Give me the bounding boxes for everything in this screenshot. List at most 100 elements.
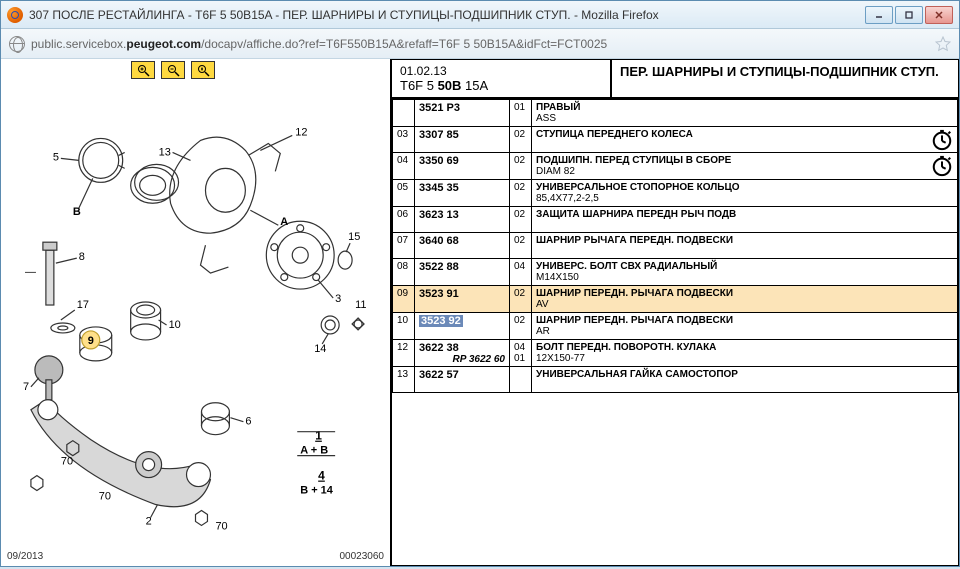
firefox-icon (7, 7, 23, 23)
row-ref: 3622 38RP 3622 60 (415, 340, 510, 367)
table-row[interactable]: 093523 9102ШАРНИР ПЕРЕДН. РЫЧАГА ПОДВЕСК… (393, 286, 958, 313)
row-desc: ЗАЩИТА ШАРНИРА ПЕРЕДН РЫЧ ПОДВ (532, 207, 958, 233)
svg-text:11: 11 (355, 299, 366, 311)
row-qty: 0401 (510, 340, 532, 367)
table-row[interactable]: 3521 P301ПРАВЫЙASS (393, 100, 958, 127)
header-info: 01.02.13 T6F 5 50B 15A (392, 60, 612, 97)
zoom-out-button[interactable] (161, 61, 185, 79)
row-ref: 3523 91 (415, 286, 510, 313)
row-qty: 02 (510, 286, 532, 313)
bookmark-star-icon[interactable] (935, 36, 951, 52)
row-qty: 02 (510, 153, 532, 180)
row-ref: 3623 13 (415, 207, 510, 233)
row-index: 08 (393, 259, 415, 286)
svg-text:B: B (73, 206, 81, 218)
row-desc: ШАРНИР ПЕРЕДН. РЫЧАГА ПОДВЕСКИAR (532, 313, 958, 340)
minimize-button[interactable] (865, 6, 893, 24)
svg-text:70: 70 (61, 456, 73, 468)
svg-text:3: 3 (335, 293, 341, 305)
row-desc: ШАРНИР ПЕРЕДН. РЫЧАГА ПОДВЕСКИAV (532, 286, 958, 313)
row-qty (510, 367, 532, 393)
svg-text:B + 14: B + 14 (300, 485, 334, 497)
parts-table: 3521 P301ПРАВЫЙASS033307 8502СТУПИЦА ПЕР… (392, 99, 958, 393)
table-row[interactable]: 103523 9202ШАРНИР ПЕРЕДН. РЫЧАГА ПОДВЕСК… (393, 313, 958, 340)
svg-text:17: 17 (77, 299, 89, 311)
row-index: 10 (393, 313, 415, 340)
window-buttons (865, 6, 953, 24)
svg-text:14: 14 (314, 343, 326, 355)
row-qty: 02 (510, 180, 532, 207)
globe-icon (9, 36, 25, 52)
table-row[interactable]: 043350 6902ПОДШИПН. ПЕРЕД СТУПИЦЫ В СБОР… (393, 153, 958, 180)
row-index (393, 100, 415, 127)
url-text: public.servicebox.peugeot.com/docapv/aff… (31, 37, 929, 51)
row-desc: ПОДШИПН. ПЕРЕД СТУПИЦЫ В СБОРЕDIAM 82 (532, 153, 958, 180)
row-index: 03 (393, 127, 415, 153)
zoom-fit-button[interactable] (191, 61, 215, 79)
diagram-pane: 5 B 13 12 A 3 (1, 59, 391, 566)
svg-text:13: 13 (159, 146, 171, 158)
row-ref: 3345 35 (415, 180, 510, 207)
close-button[interactable] (925, 6, 953, 24)
svg-text:A: A (280, 216, 288, 228)
svg-text:8: 8 (79, 251, 85, 263)
row-qty: 02 (510, 207, 532, 233)
svg-text:12: 12 (295, 126, 307, 138)
svg-text:4: 4 (318, 469, 325, 483)
diagram-date: 09/2013 (7, 551, 43, 562)
table-row[interactable]: 083522 8804УНИВЕРС. БОЛТ СВХ РАДИАЛЬНЫЙM… (393, 259, 958, 286)
svg-text:—: — (25, 266, 36, 278)
address-bar[interactable]: public.servicebox.peugeot.com/docapv/aff… (1, 29, 959, 59)
firefox-window: 307 ПОСЛЕ РЕСТАЙЛИНГА - T6F 5 50B15A - П… (0, 0, 960, 567)
parts-header: 01.02.13 T6F 5 50B 15A ПЕР. ШАРНИРЫ И СТ… (392, 60, 958, 99)
diagram-toolbar (131, 61, 215, 79)
svg-text:A + B: A + B (300, 445, 328, 457)
row-index: 12 (393, 340, 415, 367)
row-qty: 02 (510, 127, 532, 153)
content-area: 5 B 13 12 A 3 (1, 59, 959, 566)
svg-text:1: 1 (315, 429, 322, 443)
row-ref: 3522 88 (415, 259, 510, 286)
table-row[interactable]: 063623 1302ЗАЩИТА ШАРНИРА ПЕРЕДН РЫЧ ПОД… (393, 207, 958, 233)
table-row[interactable]: 123622 38RP 3622 600401БОЛТ ПЕРЕДН. ПОВО… (393, 340, 958, 367)
table-row[interactable]: 053345 3502УНИВЕРСАЛЬНОЕ СТОПОРНОЕ КОЛЬЦ… (393, 180, 958, 207)
diagram-serial: 00023060 (340, 551, 385, 562)
header-date: 01.02.13 (400, 64, 602, 78)
svg-text:15: 15 (348, 231, 360, 243)
row-index: 06 (393, 207, 415, 233)
row-desc: ПРАВЫЙASS (532, 100, 958, 127)
svg-text:5: 5 (53, 151, 59, 163)
row-ref: 3521 P3 (415, 100, 510, 127)
row-index: 13 (393, 367, 415, 393)
table-row[interactable]: 073640 6802ШАРНИР РЫЧАГА ПЕРЕДН. ПОДВЕСК… (393, 233, 958, 259)
row-index: 04 (393, 153, 415, 180)
row-desc: УНИВЕРС. БОЛТ СВХ РАДИАЛЬНЫЙM14X150 (532, 259, 958, 286)
row-qty: 04 (510, 259, 532, 286)
row-ref: 3307 85 (415, 127, 510, 153)
table-row[interactable]: 033307 8502СТУПИЦА ПЕРЕДНЕГО КОЛЕСА (393, 127, 958, 153)
header-title: ПЕР. ШАРНИРЫ И СТУПИЦЫ-ПОДШИПНИК СТУП. (612, 60, 958, 97)
row-index: 05 (393, 180, 415, 207)
table-row[interactable]: 133622 57 УНИВЕРСАЛЬНАЯ ГАЙКА САМОСТОПОР (393, 367, 958, 393)
row-desc: УНИВЕРСАЛЬНАЯ ГАЙКА САМОСТОПОР (532, 367, 958, 393)
row-ref: 3640 68 (415, 233, 510, 259)
svg-text:10: 10 (169, 319, 181, 331)
maximize-button[interactable] (895, 6, 923, 24)
titlebar[interactable]: 307 ПОСЛЕ РЕСТАЙЛИНГА - T6F 5 50B15A - П… (1, 1, 959, 29)
svg-text:9: 9 (88, 335, 94, 347)
svg-text:70: 70 (215, 520, 227, 532)
row-ref: 3622 57 (415, 367, 510, 393)
header-code: T6F 5 50B 15A (400, 78, 602, 93)
parts-pane: 01.02.13 T6F 5 50B 15A ПЕР. ШАРНИРЫ И СТ… (391, 59, 959, 566)
row-desc: ШАРНИР РЫЧАГА ПЕРЕДН. ПОДВЕСКИ (532, 233, 958, 259)
svg-text:7: 7 (23, 381, 29, 393)
row-desc: БОЛТ ПЕРЕДН. ПОВОРОТН. КУЛАКА12X150-77 (532, 340, 958, 367)
row-qty: 01 (510, 100, 532, 127)
row-desc: УНИВЕРСАЛЬНОЕ СТОПОРНОЕ КОЛЬЦО85,4X77,2-… (532, 180, 958, 207)
row-index: 09 (393, 286, 415, 313)
window-title: 307 ПОСЛЕ РЕСТАЙЛИНГА - T6F 5 50B15A - П… (29, 8, 865, 22)
exploded-diagram[interactable]: 5 B 13 12 A 3 (1, 59, 390, 566)
row-qty: 02 (510, 313, 532, 340)
parts-grid[interactable]: 3521 P301ПРАВЫЙASS033307 8502СТУПИЦА ПЕР… (392, 99, 958, 565)
zoom-in-button[interactable] (131, 61, 155, 79)
